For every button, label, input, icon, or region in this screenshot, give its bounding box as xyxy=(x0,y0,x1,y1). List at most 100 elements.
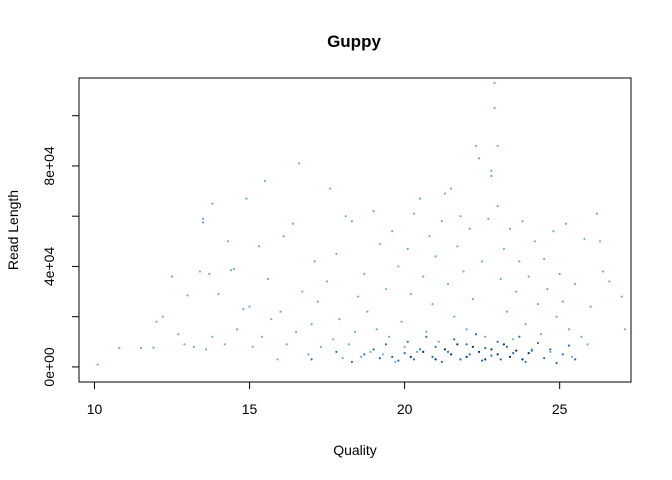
scatter-point xyxy=(521,220,524,223)
scatter-point xyxy=(465,343,468,346)
scatter-point xyxy=(481,359,484,362)
scatter-point xyxy=(251,345,254,348)
scatter-point xyxy=(527,275,530,278)
scatter-point xyxy=(363,353,366,356)
scatter-point xyxy=(601,270,605,273)
scatter-point xyxy=(232,267,236,271)
scatter-point xyxy=(450,353,453,356)
data-points xyxy=(96,81,626,366)
scatter-point xyxy=(248,305,251,308)
scatter-point xyxy=(434,255,437,258)
scatter-point xyxy=(465,328,468,331)
scatter-point xyxy=(453,315,456,318)
scatter-point xyxy=(419,348,422,351)
scatter-point xyxy=(313,260,316,263)
scatter-point xyxy=(496,340,499,343)
scatter-point xyxy=(443,192,447,195)
scatter-point xyxy=(285,343,288,346)
scatter-point xyxy=(412,212,416,215)
chart-title: Guppy xyxy=(327,32,381,51)
scatter-point xyxy=(186,294,189,297)
scatter-point xyxy=(580,335,583,338)
scatter-point xyxy=(403,352,406,355)
scatter-point xyxy=(567,328,571,331)
scatter-point xyxy=(490,169,493,173)
scatter-point xyxy=(499,358,502,361)
scatter-point xyxy=(310,358,313,361)
scatter-point xyxy=(546,287,549,291)
scatter-point xyxy=(415,350,419,353)
scatter-point xyxy=(443,348,447,351)
scatter-point xyxy=(496,205,499,208)
scatter-point xyxy=(316,300,319,303)
scatter-point xyxy=(543,357,546,360)
scatter-point xyxy=(372,210,375,213)
scatter-point xyxy=(223,343,226,346)
scatter-point xyxy=(329,187,332,190)
scatter-point xyxy=(484,358,487,361)
scatter-point xyxy=(378,242,381,245)
scatter-point xyxy=(276,358,279,361)
scatter-point xyxy=(524,360,527,364)
scatter-point xyxy=(298,162,301,165)
scatter-point xyxy=(307,353,310,356)
scatter-point xyxy=(524,323,527,326)
x-axis-label: Quality xyxy=(333,442,377,458)
scatter-point xyxy=(512,352,515,355)
scatter-point xyxy=(425,335,428,338)
scatter-point xyxy=(422,350,425,353)
scatter-point xyxy=(263,179,267,183)
scatter-point xyxy=(468,227,471,230)
plot-frame xyxy=(78,77,632,383)
x-tick-label: 25 xyxy=(552,401,568,417)
scatter-point xyxy=(474,144,478,147)
scatter-point xyxy=(211,202,214,205)
scatter-point xyxy=(335,252,338,255)
scatter-point xyxy=(446,350,450,353)
scatter-point xyxy=(419,197,422,200)
scatter-point xyxy=(502,247,505,250)
scatter-point xyxy=(400,320,403,323)
scatter-point xyxy=(481,260,484,263)
scatter-point xyxy=(567,344,571,347)
scatter-point xyxy=(574,282,577,286)
scatter-point xyxy=(490,174,493,178)
scatter-point xyxy=(474,333,478,336)
scatter-point xyxy=(375,328,378,331)
scatter-point xyxy=(549,350,552,353)
scatter-point xyxy=(170,275,174,278)
scatter-point xyxy=(518,260,521,263)
scatter-point xyxy=(586,343,589,346)
scatter-point xyxy=(310,323,313,326)
scatter-point xyxy=(335,350,338,353)
scatter-point xyxy=(211,335,214,338)
scatter-point xyxy=(608,280,611,283)
y-tick-label: 4e+04 xyxy=(41,247,57,287)
scatter-point xyxy=(229,269,233,272)
scatter-point xyxy=(459,215,462,218)
scatter-point xyxy=(394,360,397,364)
scatter-point xyxy=(434,345,437,348)
scatter-point xyxy=(270,318,273,321)
scatter-point xyxy=(403,345,406,348)
scatter-point xyxy=(434,358,437,361)
scatter-point xyxy=(564,222,567,225)
scatter-point xyxy=(539,333,543,336)
scatter-point xyxy=(505,345,509,348)
scatter-point xyxy=(487,217,490,220)
scatter-point xyxy=(536,341,540,345)
scatter-point xyxy=(422,275,425,278)
scatter-point xyxy=(161,315,164,318)
scatter-point xyxy=(521,358,524,361)
scatter-point xyxy=(490,348,493,351)
scatter-point xyxy=(456,343,459,346)
scatter-point xyxy=(350,220,353,223)
scatter-point xyxy=(257,245,260,248)
scatter-point xyxy=(201,217,205,220)
y-axis: 0e+00 4e+04 8e+04 xyxy=(41,115,80,387)
scatter-point xyxy=(397,265,400,268)
scatter-point xyxy=(493,81,496,85)
x-tick-label: 15 xyxy=(242,401,258,417)
x-tick-label: 10 xyxy=(87,401,103,417)
